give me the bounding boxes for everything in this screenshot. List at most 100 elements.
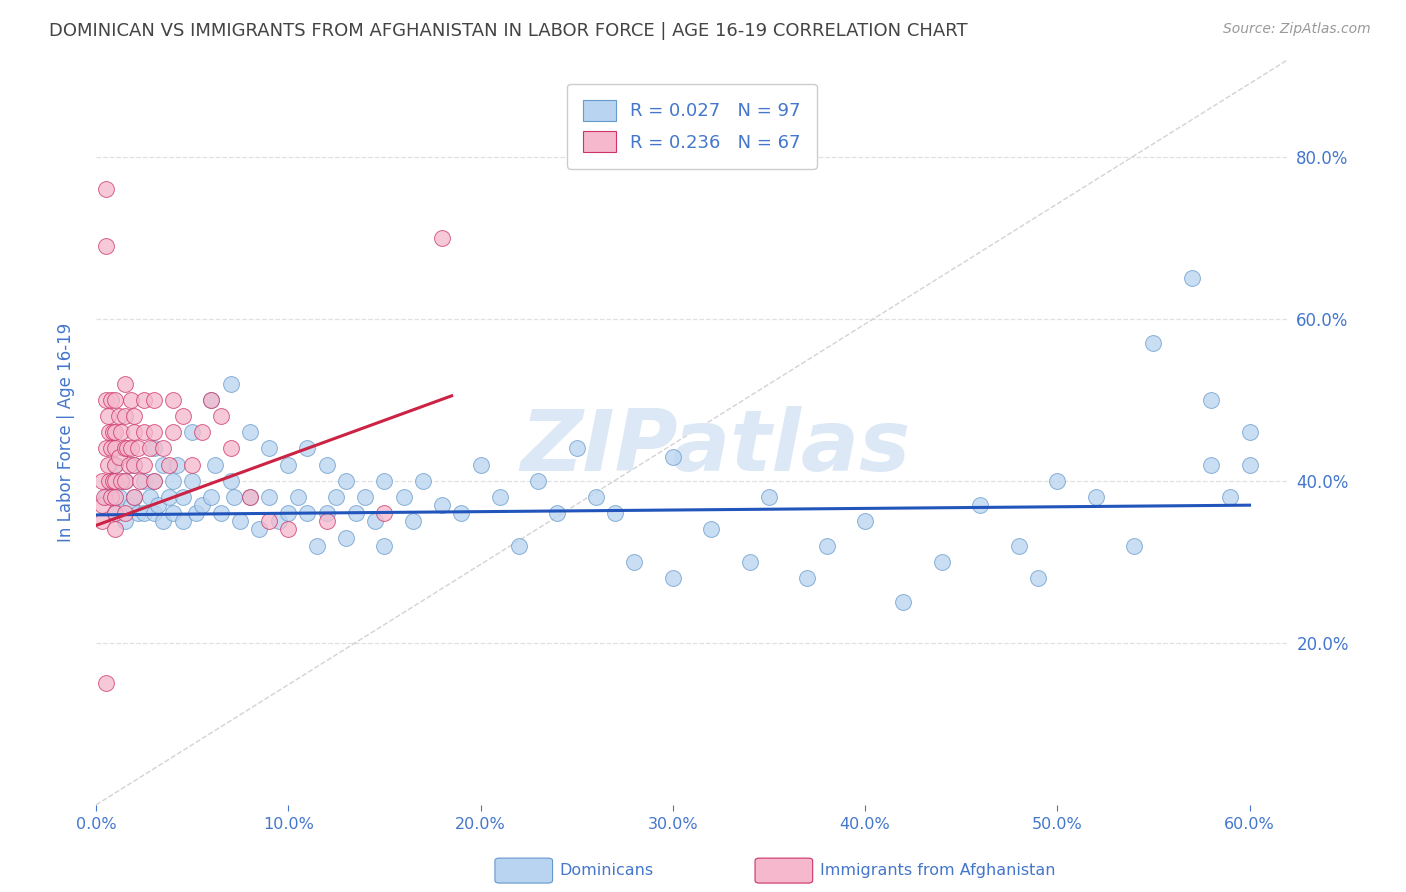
Point: [94, 442, 117, 456]
Point: [239, 490, 262, 504]
Point: [114, 506, 136, 520]
Point: [142, 506, 165, 520]
Point: [104, 523, 127, 537]
Point: [172, 490, 194, 504]
Point: [190, 425, 212, 440]
Point: [104, 506, 127, 520]
Point: [114, 409, 136, 423]
Point: [527, 474, 550, 488]
Point: [1084, 490, 1107, 504]
Point: [94, 490, 117, 504]
Point: [344, 506, 367, 520]
Point: [229, 514, 252, 528]
Point: [1008, 539, 1031, 553]
Point: [603, 506, 626, 520]
Point: [108, 409, 131, 423]
Point: [239, 490, 262, 504]
Point: [104, 490, 127, 504]
Point: [104, 506, 127, 520]
Point: [162, 392, 184, 407]
Point: [124, 490, 146, 504]
Point: [1142, 336, 1164, 351]
Point: [893, 595, 915, 609]
Point: [94, 392, 117, 407]
Point: [100, 442, 122, 456]
Point: [96, 409, 118, 423]
Point: [392, 490, 415, 504]
Point: [257, 442, 280, 456]
Point: [450, 506, 472, 520]
Point: [297, 506, 319, 520]
Point: [98, 474, 121, 488]
Point: [325, 490, 347, 504]
Point: [488, 490, 510, 504]
Point: [307, 539, 329, 553]
Point: [162, 474, 184, 488]
Point: [200, 392, 222, 407]
Point: [94, 182, 117, 196]
Point: [1123, 539, 1146, 553]
Point: [120, 392, 142, 407]
Point: [142, 474, 165, 488]
Point: [124, 409, 146, 423]
Point: [430, 498, 453, 512]
Point: [662, 571, 685, 585]
Point: [90, 514, 112, 528]
Point: [120, 442, 142, 456]
Point: [249, 523, 271, 537]
Point: [239, 425, 262, 440]
Point: [96, 458, 118, 472]
Point: [700, 523, 723, 537]
Point: [132, 425, 155, 440]
Point: [315, 458, 337, 472]
Point: [114, 514, 136, 528]
Point: [157, 490, 180, 504]
Point: [430, 231, 453, 245]
Point: [124, 425, 146, 440]
Point: [508, 539, 530, 553]
Point: [94, 676, 117, 690]
Point: [114, 474, 136, 488]
Point: [181, 425, 204, 440]
Point: [315, 514, 337, 528]
Point: [287, 490, 309, 504]
Point: [204, 458, 226, 472]
Point: [142, 392, 165, 407]
Point: [98, 425, 121, 440]
Point: [103, 425, 125, 440]
Point: [152, 442, 174, 456]
Point: [139, 442, 162, 456]
Point: [364, 514, 387, 528]
Point: [969, 498, 991, 512]
Point: [146, 498, 169, 512]
Point: [162, 425, 184, 440]
Point: [94, 239, 117, 253]
Point: [124, 490, 146, 504]
Point: [108, 450, 131, 464]
Point: [104, 474, 127, 488]
Point: [127, 506, 149, 520]
Y-axis label: In Labor Force | Age 16-19: In Labor Force | Age 16-19: [58, 323, 75, 541]
Point: [738, 555, 761, 569]
Point: [124, 458, 146, 472]
Point: [110, 474, 132, 488]
Point: [120, 498, 142, 512]
Point: [100, 392, 122, 407]
Point: [257, 514, 280, 528]
Point: [90, 498, 112, 512]
Point: [118, 458, 141, 472]
Point: [132, 458, 155, 472]
Point: [139, 490, 162, 504]
Point: [219, 376, 242, 391]
Point: [373, 506, 395, 520]
Point: [585, 490, 607, 504]
Point: [166, 458, 188, 472]
Point: [354, 490, 377, 504]
Point: [132, 474, 155, 488]
Point: [257, 490, 280, 504]
Point: [114, 442, 136, 456]
Point: [110, 425, 132, 440]
Point: [297, 442, 319, 456]
Legend: R = 0.027   N = 97, R = 0.236   N = 67: R = 0.027 N = 97, R = 0.236 N = 67: [567, 84, 817, 169]
Point: [1239, 425, 1261, 440]
